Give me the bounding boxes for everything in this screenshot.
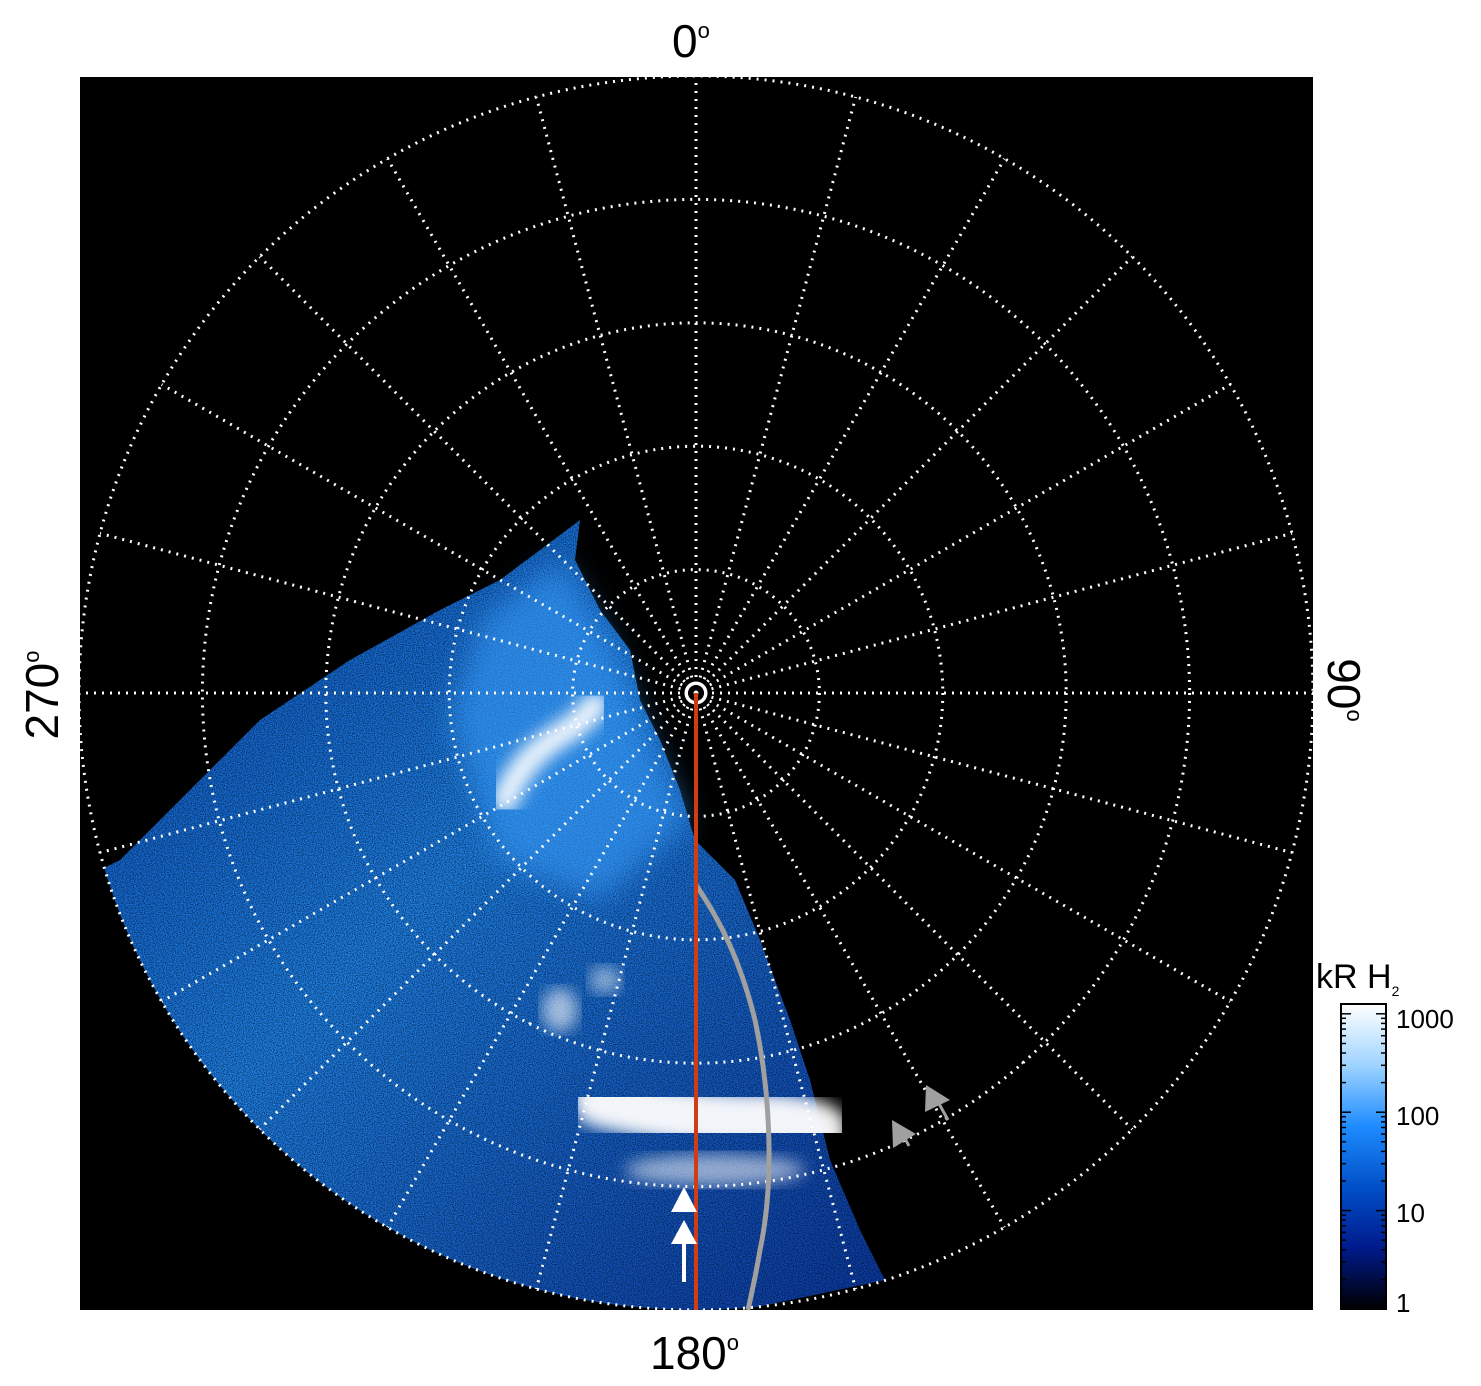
grey-arrow-1 (892, 1120, 916, 1148)
angle-label-0: 0o (672, 15, 710, 67)
colorbar-gradient (1340, 1003, 1387, 1310)
grey-arrow-2 (925, 1085, 950, 1121)
grid-ring (324, 321, 1068, 1065)
grid-ring (200, 197, 1192, 1189)
angle-label-90: 90o (1318, 658, 1370, 722)
angle-label-270: 270o (16, 650, 68, 740)
white-arrow-lower (671, 1220, 697, 1282)
colorbar-tick-1: 1 (1396, 1288, 1411, 1318)
colorbar-tick-100: 100 (1396, 1101, 1440, 1131)
colorbar-tick-10: 10 (1396, 1198, 1425, 1228)
colorbar (1340, 1003, 1387, 1310)
colorbar-ticks (1341, 1013, 1386, 1310)
colorbar-tick-1000: 1000 (1396, 1004, 1454, 1034)
white-arrow-upper (671, 1187, 697, 1212)
angle-label-180: 180o (650, 1327, 739, 1379)
colorbar-title: kR H2 (1316, 958, 1400, 999)
model-footprint-curve (693, 883, 772, 1311)
auroral-emission (80, 520, 885, 1310)
